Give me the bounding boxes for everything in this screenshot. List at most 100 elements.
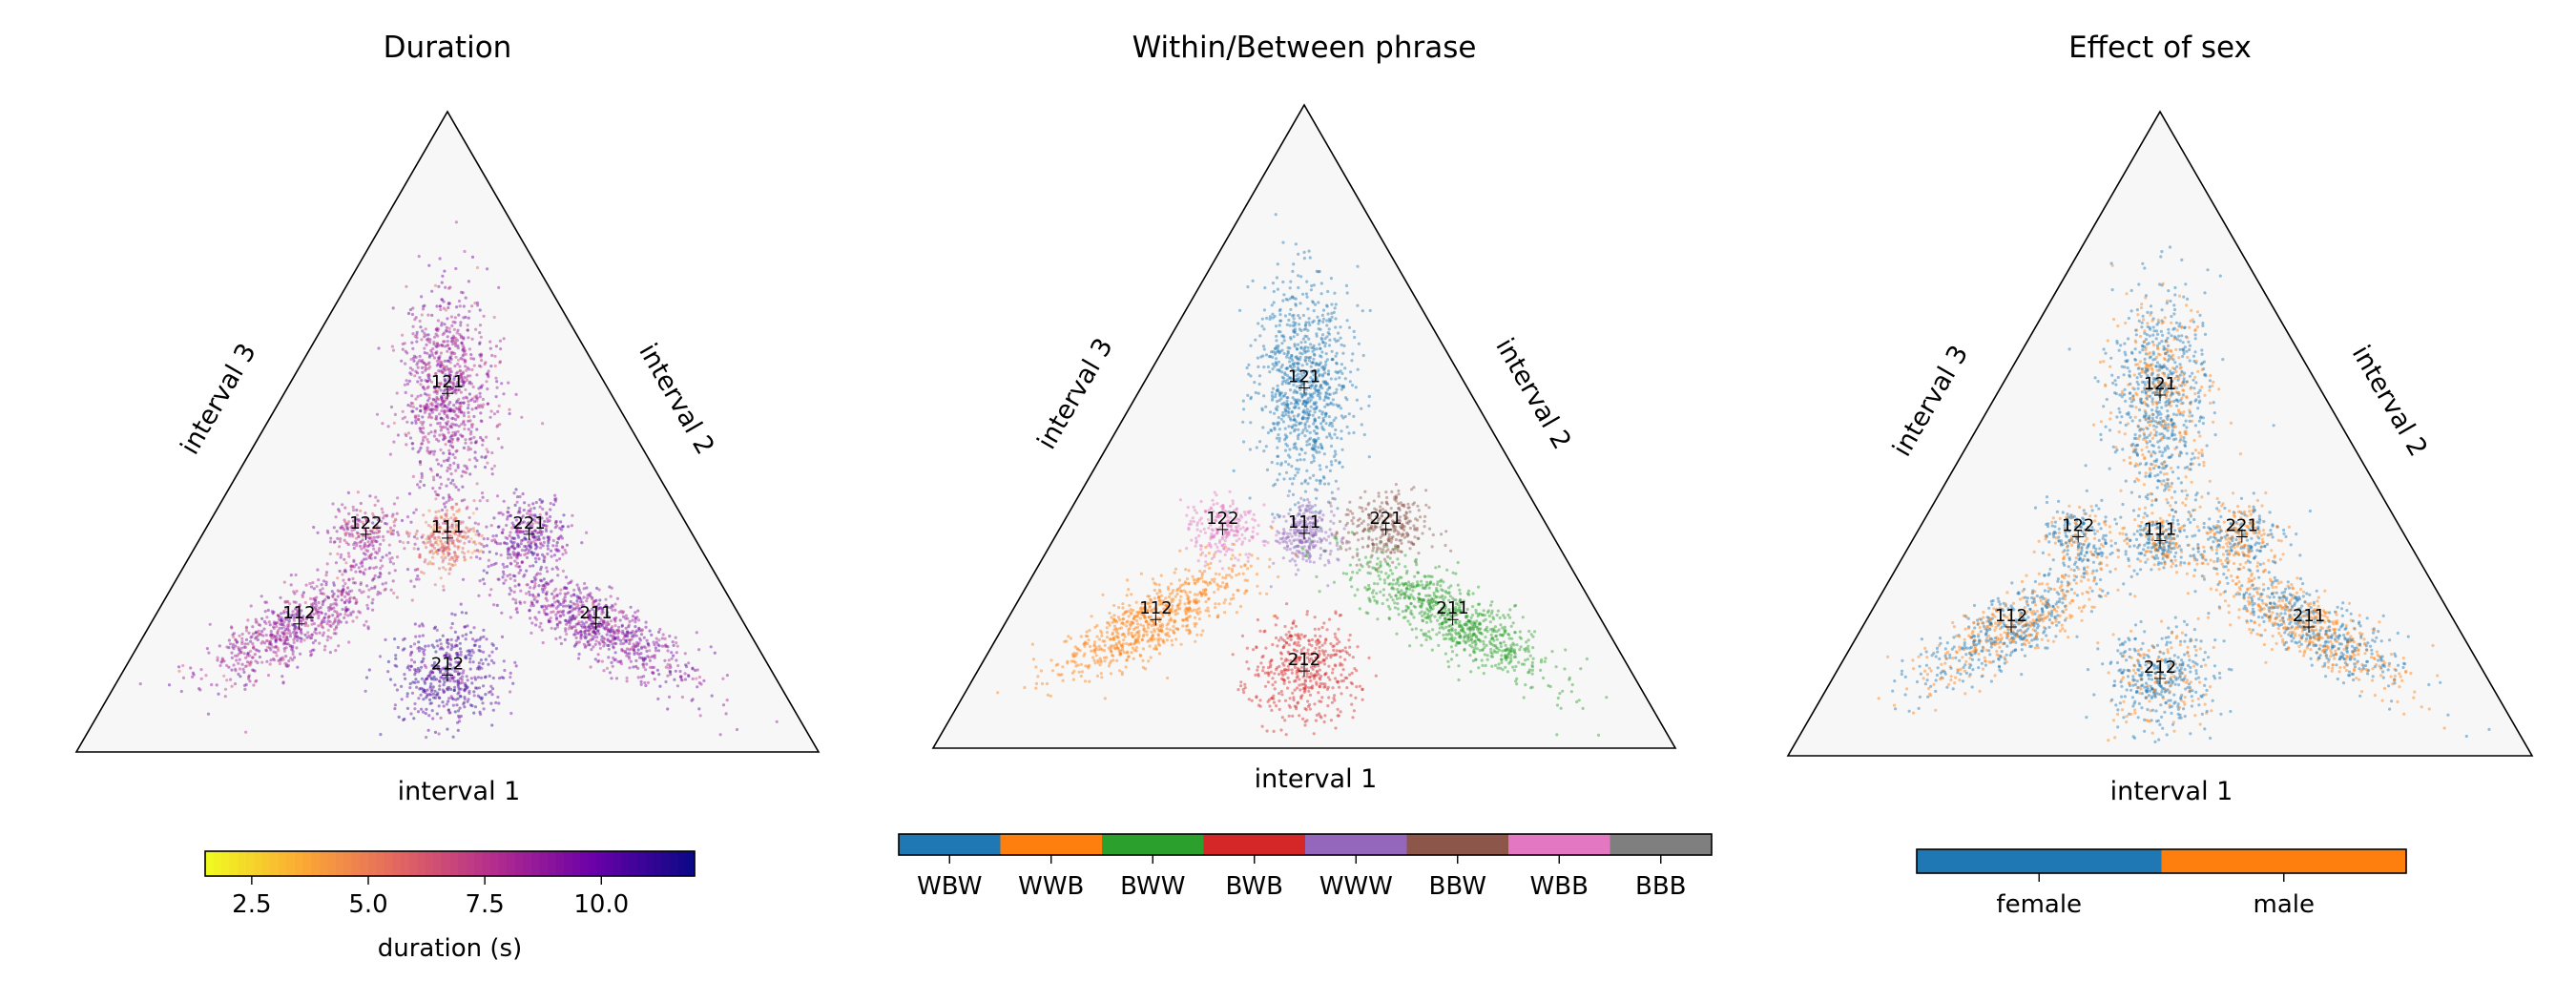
data-point [446, 329, 449, 333]
data-point [343, 601, 346, 605]
data-point [587, 625, 591, 629]
data-point [432, 434, 436, 438]
data-point [1307, 337, 1311, 341]
data-point [1259, 355, 1263, 359]
data-point [534, 617, 539, 621]
data-point [442, 683, 446, 687]
data-point [443, 383, 447, 386]
data-point [445, 325, 448, 329]
data-point [655, 668, 660, 672]
data-point [444, 521, 447, 525]
data-point [455, 537, 459, 541]
data-point [648, 629, 652, 633]
data-point [466, 324, 469, 327]
data-point [455, 703, 459, 707]
data-point [377, 529, 382, 533]
data-point [1246, 559, 1250, 563]
data-point [709, 645, 713, 649]
data-point [264, 639, 269, 643]
data-point [455, 399, 459, 403]
data-point [547, 537, 551, 542]
data-point [458, 706, 462, 710]
data-point [434, 417, 438, 421]
data-point [1275, 533, 1278, 537]
data-point [433, 335, 437, 339]
data-point [1197, 533, 1201, 538]
data-point [585, 531, 589, 534]
data-point [434, 550, 438, 553]
data-point [453, 563, 457, 567]
data-point [244, 629, 249, 633]
data-point [410, 598, 414, 602]
data-point [550, 626, 553, 630]
data-point [1236, 558, 1240, 562]
data-point [517, 509, 521, 512]
data-point [660, 637, 664, 640]
data-point [1287, 463, 1291, 467]
data-point [1327, 369, 1331, 373]
data-point [565, 543, 570, 547]
data-point [405, 382, 409, 386]
data-point [442, 451, 446, 455]
colorbar-segment [564, 851, 573, 876]
data-point [455, 502, 459, 507]
data-point [470, 681, 474, 685]
data-point [436, 493, 441, 497]
data-point [367, 555, 372, 560]
data-point [447, 430, 450, 434]
data-point [517, 571, 521, 575]
data-point [509, 690, 512, 694]
data-point [438, 678, 442, 683]
data-point [454, 449, 458, 453]
data-point [419, 463, 423, 467]
data-point [442, 434, 446, 438]
data-point [459, 321, 463, 324]
data-point [416, 450, 420, 454]
data-point [457, 397, 461, 401]
data-point [1321, 320, 1325, 324]
data-point [593, 658, 597, 661]
data-point [452, 483, 456, 487]
data-point [352, 596, 356, 600]
data-point [1284, 408, 1288, 412]
data-point [343, 581, 347, 586]
data-point [628, 641, 632, 646]
data-point [1305, 443, 1309, 447]
data-point [425, 333, 428, 337]
data-point [404, 432, 407, 436]
data-point [466, 328, 469, 332]
data-point [405, 443, 408, 447]
data-point [452, 461, 456, 465]
data-point [478, 308, 482, 312]
data-point [544, 592, 549, 595]
data-point [1323, 394, 1328, 398]
data-point [534, 595, 538, 599]
data-point [348, 534, 352, 538]
data-point [326, 635, 330, 638]
data-point [1276, 478, 1279, 482]
data-point [407, 379, 411, 383]
data-point [1300, 417, 1304, 421]
data-point [414, 508, 418, 511]
data-point [529, 586, 532, 590]
data-point [463, 541, 467, 545]
data-point [721, 677, 725, 680]
colorbar-segment [580, 851, 590, 876]
data-point [477, 386, 481, 390]
data-point [1265, 468, 1270, 471]
data-point [1337, 331, 1340, 335]
data-point [327, 609, 331, 613]
data-point [540, 587, 545, 592]
data-point [433, 386, 437, 390]
data-point [530, 579, 533, 584]
data-point [364, 548, 368, 553]
data-point [464, 352, 467, 356]
data-point [577, 588, 581, 592]
data-point [1273, 422, 1277, 426]
data-point [1277, 421, 1280, 425]
data-point [1280, 363, 1284, 367]
data-point [426, 379, 429, 383]
data-point [230, 668, 234, 672]
data-point [1257, 382, 1261, 386]
data-point [426, 440, 430, 444]
